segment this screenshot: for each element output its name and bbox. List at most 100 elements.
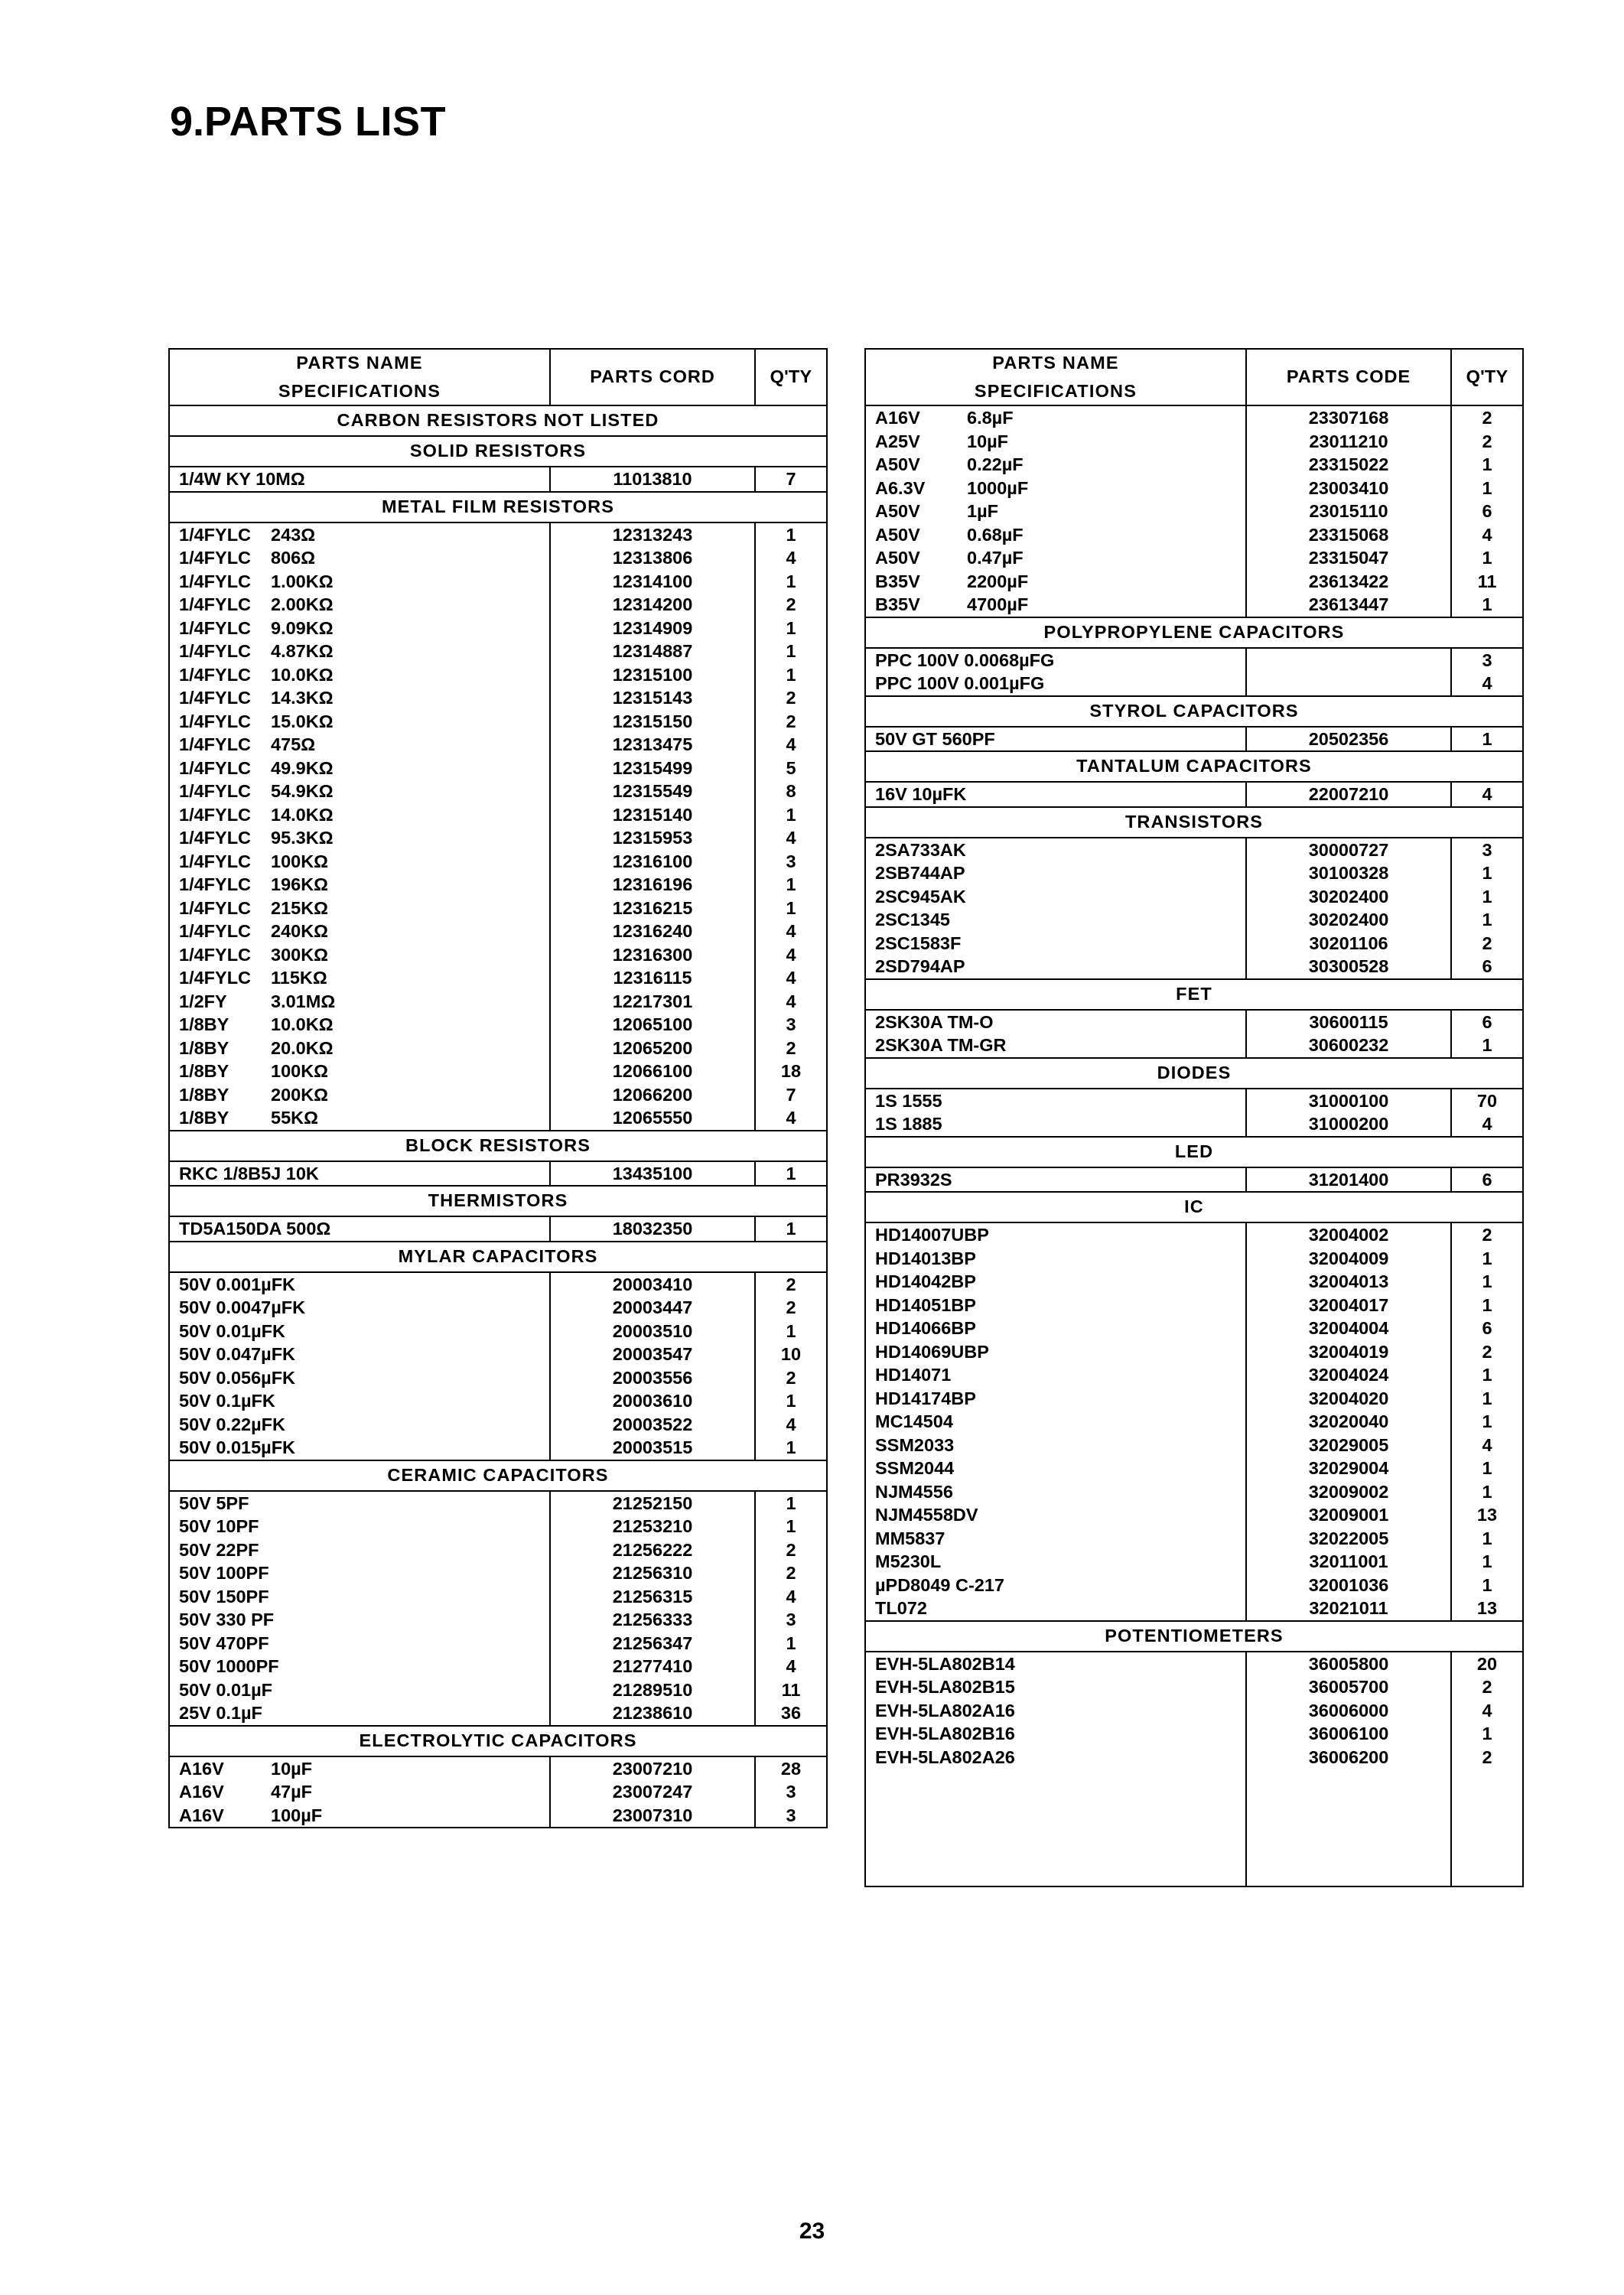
row-spec-value: 0.47µF [967, 548, 1024, 568]
row-code-cell: 20003522 [612, 1414, 693, 1434]
row-qty-cell: 2 [1482, 933, 1492, 953]
row-name-cell: TD5A150DA 500Ω [170, 1217, 549, 1241]
row-spec-label: 1/4FYLC [179, 757, 252, 778]
row-name-cell: A50V 0.47µF [866, 546, 1245, 570]
row-spec-value: 49.9KΩ [271, 757, 334, 778]
item-group-codes [1245, 646, 1452, 697]
row-qty-cell: 1 [1482, 863, 1492, 883]
row-name-cell: EVH-5LA802B15 [866, 1675, 1245, 1699]
row-name-cell: B35V 4700µF [866, 593, 1245, 617]
row-qty-cell: 1 [786, 874, 796, 894]
row-code-cell: 21289510 [612, 1679, 693, 1700]
row-name-cell: 1/4FYLC 14.3KΩ [170, 686, 549, 710]
row-name-cell: 50V 0.1µFK [170, 1389, 549, 1413]
row-spacer [1452, 1769, 1522, 1792]
item-group-qtys: 6 [1450, 1166, 1524, 1193]
row-code-cell: 32004004 [1308, 1318, 1389, 1338]
row-code-cell: 30300528 [1308, 956, 1389, 976]
row-spec-value: 240KΩ [271, 921, 329, 941]
row-name-cell: A50V 0.68µF [866, 523, 1245, 547]
row-spec-value: 4.87KΩ [271, 641, 334, 661]
row-code-cell: 12314100 [612, 571, 693, 591]
item-group-codes: 20003410 20003447 20003510 20003547 20003556… [549, 1271, 756, 1461]
row-code-cell: 12066100 [612, 1061, 693, 1081]
row-spec: 50V 1000PF [179, 1656, 279, 1676]
row-code-cell: 21256315 [612, 1586, 693, 1606]
row-code-cell: 12315143 [612, 688, 693, 708]
row-spacer [1247, 1862, 1450, 1886]
item-group-names: 1/4W KY 10MΩ [168, 466, 551, 493]
row-spacer [1247, 1839, 1450, 1863]
row-spec: 50V 0.056µFK [179, 1367, 296, 1388]
row-code-cell: 30202400 [1308, 910, 1389, 929]
row-code-cell: 31201400 [1308, 1169, 1389, 1190]
item-group-qtys: 1 [754, 1216, 828, 1242]
row-qty-cell: 2 [786, 1367, 796, 1388]
row-spec: 50V 0.001µFK [179, 1274, 296, 1294]
row-code-cell: 12065200 [612, 1037, 693, 1058]
row-spec-label: A50V [875, 454, 920, 474]
row-qty-cell: 4 [786, 991, 796, 1011]
section-title: FET [864, 978, 1524, 1011]
row-code-cell: 30100328 [1308, 863, 1389, 883]
row-spec: PPC 100V 0.0068µFG [875, 649, 1055, 670]
row-name-cell: 1/4FYLC 115KΩ [170, 966, 549, 990]
row-spacer [1452, 1862, 1522, 1886]
row-spec-label: A16V [875, 408, 920, 428]
row-spec-value: 10.0KΩ [271, 1014, 334, 1034]
section-title: LED [864, 1135, 1524, 1168]
row-spec-value: 2.00KΩ [271, 594, 334, 614]
row-code-cell: 23003410 [1308, 477, 1389, 498]
row-spec: EVH-5LA802A16 [875, 1700, 1015, 1720]
item-group-row: TD5A150DA 500Ω 18032350 1 [168, 1216, 828, 1242]
row-spec: 50V 150PF [179, 1586, 269, 1606]
row-spec-label: 1/4FYLC [179, 781, 252, 801]
row-spec: 2SC1583F [875, 933, 962, 953]
row-name-cell: HD14066BP [866, 1317, 1245, 1340]
row-qty-cell: 6 [1482, 956, 1492, 976]
row-qty-cell: 1 [1482, 910, 1492, 929]
row-code-cell: 12065100 [612, 1014, 693, 1034]
item-group-names: EVH-5LA802B14 EVH-5LA802B15 EVH-5LA802A16 E… [864, 1650, 1247, 1887]
row-name-cell: A50V 0.22µF [866, 453, 1245, 477]
row-qty-cell: 4 [1482, 1700, 1492, 1720]
row-name-cell: 2SA733AK [866, 838, 1245, 862]
row-qty-cell: 6 [1482, 501, 1492, 521]
row-qty-cell: 4 [786, 828, 796, 848]
row-spec: 50V 0.1µFK [179, 1391, 275, 1411]
row-spec: M5230L [875, 1551, 942, 1571]
row-spec-label: A16V [179, 1758, 224, 1779]
row-code-cell: 32004024 [1308, 1365, 1389, 1385]
row-qty-cell: 3 [786, 851, 796, 871]
item-group-qtys: 1 [1450, 725, 1524, 752]
row-name-cell: 2SC1583F [866, 932, 1245, 955]
row-name-cell: 50V 22PF [170, 1538, 549, 1562]
section-band-row: POLYPROPYLENE CAPACITORS [864, 616, 1524, 649]
row-name-cell: SSM2044 [866, 1457, 1245, 1480]
item-group-codes: 23007210 23007247 23007310 [549, 1755, 756, 1828]
item-group-qtys: 1 4 1 2 1 1 1 2 2 4 5 8 1 4 3 1 1 4 4 4 4 3 2 18 7 4 [754, 521, 828, 1131]
item-group-qtys: 28 3 3 [754, 1755, 828, 1828]
section-band-row: METAL FILM RESISTORS [168, 490, 828, 523]
row-spec: 50V 0.01µF [179, 1679, 272, 1700]
row-qty-cell: 1 [786, 1219, 796, 1239]
row-code-cell: 30600115 [1309, 1011, 1388, 1032]
item-group-row: 50V 0.001µFK 50V 0.0047µFK 50V 0.01µFK 50V … [168, 1271, 828, 1461]
row-code-cell: 22007210 [1308, 784, 1389, 804]
item-group-qtys: 1 1 2 2 4 3 1 4 11 36 [754, 1489, 828, 1727]
row-qty-cell: 4 [1482, 673, 1492, 693]
row-code-cell: 12316196 [612, 874, 693, 894]
row-name-cell: 2SK30A TM-GR [866, 1034, 1245, 1057]
row-spec: EVH-5LA802A26 [875, 1746, 1015, 1767]
row-qty-cell: 4 [786, 1586, 796, 1606]
row-code-cell: 32029005 [1308, 1434, 1389, 1455]
row-qty-cell: 4 [786, 1656, 796, 1676]
row-spec-value: 10.0KΩ [271, 664, 334, 685]
row-spec-value: 300KΩ [271, 944, 329, 965]
row-spec-label: A50V [875, 524, 920, 545]
item-group-names: 2SA733AK 2SB744AP 2SC945AK 2SC1345 2SC1583F 2… [864, 836, 1247, 980]
row-qty-cell: 4 [786, 548, 796, 568]
row-code-cell: 12316115 [613, 968, 692, 988]
row-name-cell: 1/4FYLC 100KΩ [170, 850, 549, 874]
